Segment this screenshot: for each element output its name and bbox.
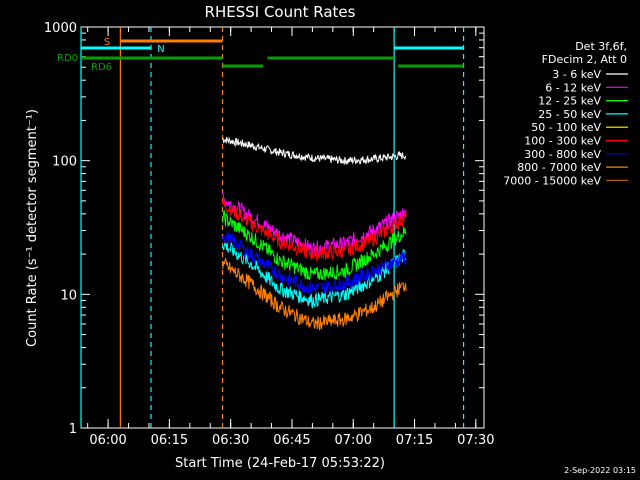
flag-label-rd6: RD6 xyxy=(91,62,112,73)
x-tick-label: 06:15 xyxy=(151,433,188,448)
time-markers xyxy=(80,27,465,428)
series-lines xyxy=(222,136,407,331)
y-axis: 1 10 100 1000 xyxy=(44,21,484,437)
flag-label-s: S xyxy=(104,37,110,48)
series-line-1 xyxy=(222,191,407,257)
legend-label: 100 - 300 keV xyxy=(524,135,601,148)
plot-frame xyxy=(80,26,485,429)
y-tick-label: 1000 xyxy=(44,21,77,36)
legend-header-line-2: FDecim 2, Att 0 xyxy=(542,53,627,66)
series-line-7 xyxy=(222,256,407,331)
footer-date: 2-Sep-2022 03:15 xyxy=(564,466,636,475)
series-line-6 xyxy=(222,231,407,295)
x-tick-label: 06:30 xyxy=(212,433,249,448)
legend-label: 6 - 12 keV xyxy=(545,81,601,94)
legend-label: 12 - 25 keV xyxy=(538,95,601,108)
legend-label: 300 - 800 keV xyxy=(524,148,601,161)
plot-area: 1 10 100 1000 06:00 06:15 06:30 06:45 07:00 07:1… xyxy=(44,21,495,448)
flag-label-n: N xyxy=(157,44,164,55)
x-tick-label: 07:15 xyxy=(396,433,433,448)
legend-header-line-1: Det 3f,6f, xyxy=(575,40,627,53)
legend-label: 50 - 100 keV xyxy=(531,121,601,134)
x-axis-label: Start Time (24-Feb-17 05:53:22) xyxy=(175,456,385,471)
x-tick-label: 06:00 xyxy=(89,433,126,448)
legend-label: 3 - 6 keV xyxy=(552,68,601,81)
legend-label: 7000 - 15000 keV xyxy=(503,174,601,187)
series-line-0 xyxy=(222,136,407,166)
legend-label: 25 - 50 keV xyxy=(538,108,601,121)
series-line-5 xyxy=(222,197,407,262)
x-tick-label: 07:00 xyxy=(335,433,372,448)
x-tick-label: 07:30 xyxy=(457,433,494,448)
x-axis: 06:00 06:15 06:30 06:45 07:00 07:15 07:30 xyxy=(87,27,495,448)
series-line-2 xyxy=(222,209,407,281)
y-tick-label: 10 xyxy=(60,288,77,303)
y-tick-label: 1 xyxy=(69,422,77,437)
chart-title: RHESSI Count Rates xyxy=(205,3,356,21)
x-tick-label: 06:45 xyxy=(273,433,310,448)
y-axis-label: Count Rate (s⁻¹ detector segment⁻¹) xyxy=(25,109,40,347)
series-line-3 xyxy=(222,242,407,309)
flag-bars: S N RD0 RD6 xyxy=(57,37,464,73)
y-tick-label: 100 xyxy=(52,155,77,170)
flag-label-rd0: RD0 xyxy=(57,53,78,64)
legend-label: 800 - 7000 keV xyxy=(517,161,601,174)
